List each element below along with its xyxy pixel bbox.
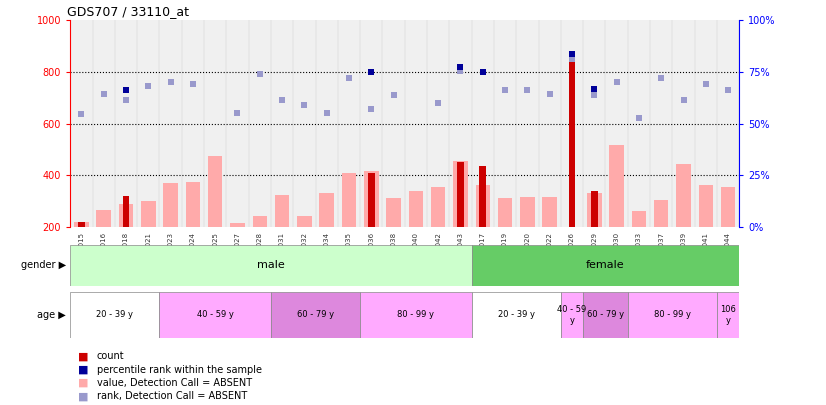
- Bar: [186, 181, 200, 227]
- Text: ■: ■: [78, 378, 89, 388]
- Bar: [320, 193, 334, 227]
- Text: ■: ■: [78, 392, 89, 401]
- Bar: [587, 193, 601, 227]
- Bar: [78, 222, 85, 227]
- Bar: [164, 183, 178, 227]
- Bar: [717, 292, 739, 338]
- Bar: [368, 173, 375, 227]
- Text: ■: ■: [78, 352, 89, 361]
- Text: GDS707 / 33110_at: GDS707 / 33110_at: [67, 5, 189, 18]
- Bar: [610, 145, 624, 227]
- Bar: [543, 197, 557, 227]
- Bar: [208, 156, 222, 227]
- Bar: [721, 187, 735, 227]
- Text: rank, Detection Call = ABSENT: rank, Detection Call = ABSENT: [97, 392, 247, 401]
- Text: 20 - 39 y: 20 - 39 y: [97, 310, 133, 320]
- Bar: [364, 171, 378, 227]
- Bar: [431, 187, 445, 227]
- Bar: [342, 173, 356, 227]
- Bar: [476, 185, 490, 227]
- Bar: [568, 62, 576, 227]
- Text: 80 - 99 y: 80 - 99 y: [397, 310, 434, 320]
- Bar: [387, 198, 401, 227]
- Bar: [230, 223, 244, 227]
- Bar: [97, 210, 111, 227]
- Bar: [632, 211, 646, 227]
- Text: 40 - 59 y: 40 - 59 y: [197, 310, 234, 320]
- Bar: [520, 197, 534, 227]
- Bar: [472, 245, 739, 286]
- Bar: [70, 245, 472, 286]
- Text: male: male: [257, 260, 285, 270]
- Text: count: count: [97, 352, 124, 361]
- Text: gender ▶: gender ▶: [21, 260, 66, 270]
- Bar: [70, 292, 159, 338]
- Bar: [583, 292, 628, 338]
- Bar: [159, 292, 271, 338]
- Bar: [275, 194, 289, 227]
- Text: 106
y: 106 y: [720, 305, 736, 324]
- Bar: [271, 292, 360, 338]
- Bar: [676, 164, 691, 227]
- Bar: [119, 204, 133, 227]
- Bar: [74, 222, 88, 227]
- Text: percentile rank within the sample: percentile rank within the sample: [97, 365, 262, 375]
- Bar: [457, 162, 464, 227]
- Text: ■: ■: [78, 365, 89, 375]
- Bar: [253, 217, 267, 227]
- Text: 40 - 59
y: 40 - 59 y: [558, 305, 586, 324]
- Bar: [561, 292, 583, 338]
- Bar: [453, 161, 468, 227]
- Bar: [141, 201, 155, 227]
- Text: female: female: [586, 260, 624, 270]
- Text: 20 - 39 y: 20 - 39 y: [498, 310, 534, 320]
- Bar: [628, 292, 717, 338]
- Bar: [498, 198, 512, 227]
- Bar: [591, 191, 598, 227]
- Bar: [479, 166, 487, 227]
- Text: 80 - 99 y: 80 - 99 y: [654, 310, 691, 320]
- Text: age ▶: age ▶: [37, 310, 66, 320]
- Text: 60 - 79 y: 60 - 79 y: [297, 310, 334, 320]
- Bar: [472, 292, 561, 338]
- Bar: [654, 200, 668, 227]
- Bar: [297, 217, 311, 227]
- Bar: [409, 191, 423, 227]
- Bar: [360, 292, 472, 338]
- Bar: [699, 185, 713, 227]
- Bar: [122, 196, 130, 227]
- Text: value, Detection Call = ABSENT: value, Detection Call = ABSENT: [97, 378, 252, 388]
- Text: 60 - 79 y: 60 - 79 y: [587, 310, 624, 320]
